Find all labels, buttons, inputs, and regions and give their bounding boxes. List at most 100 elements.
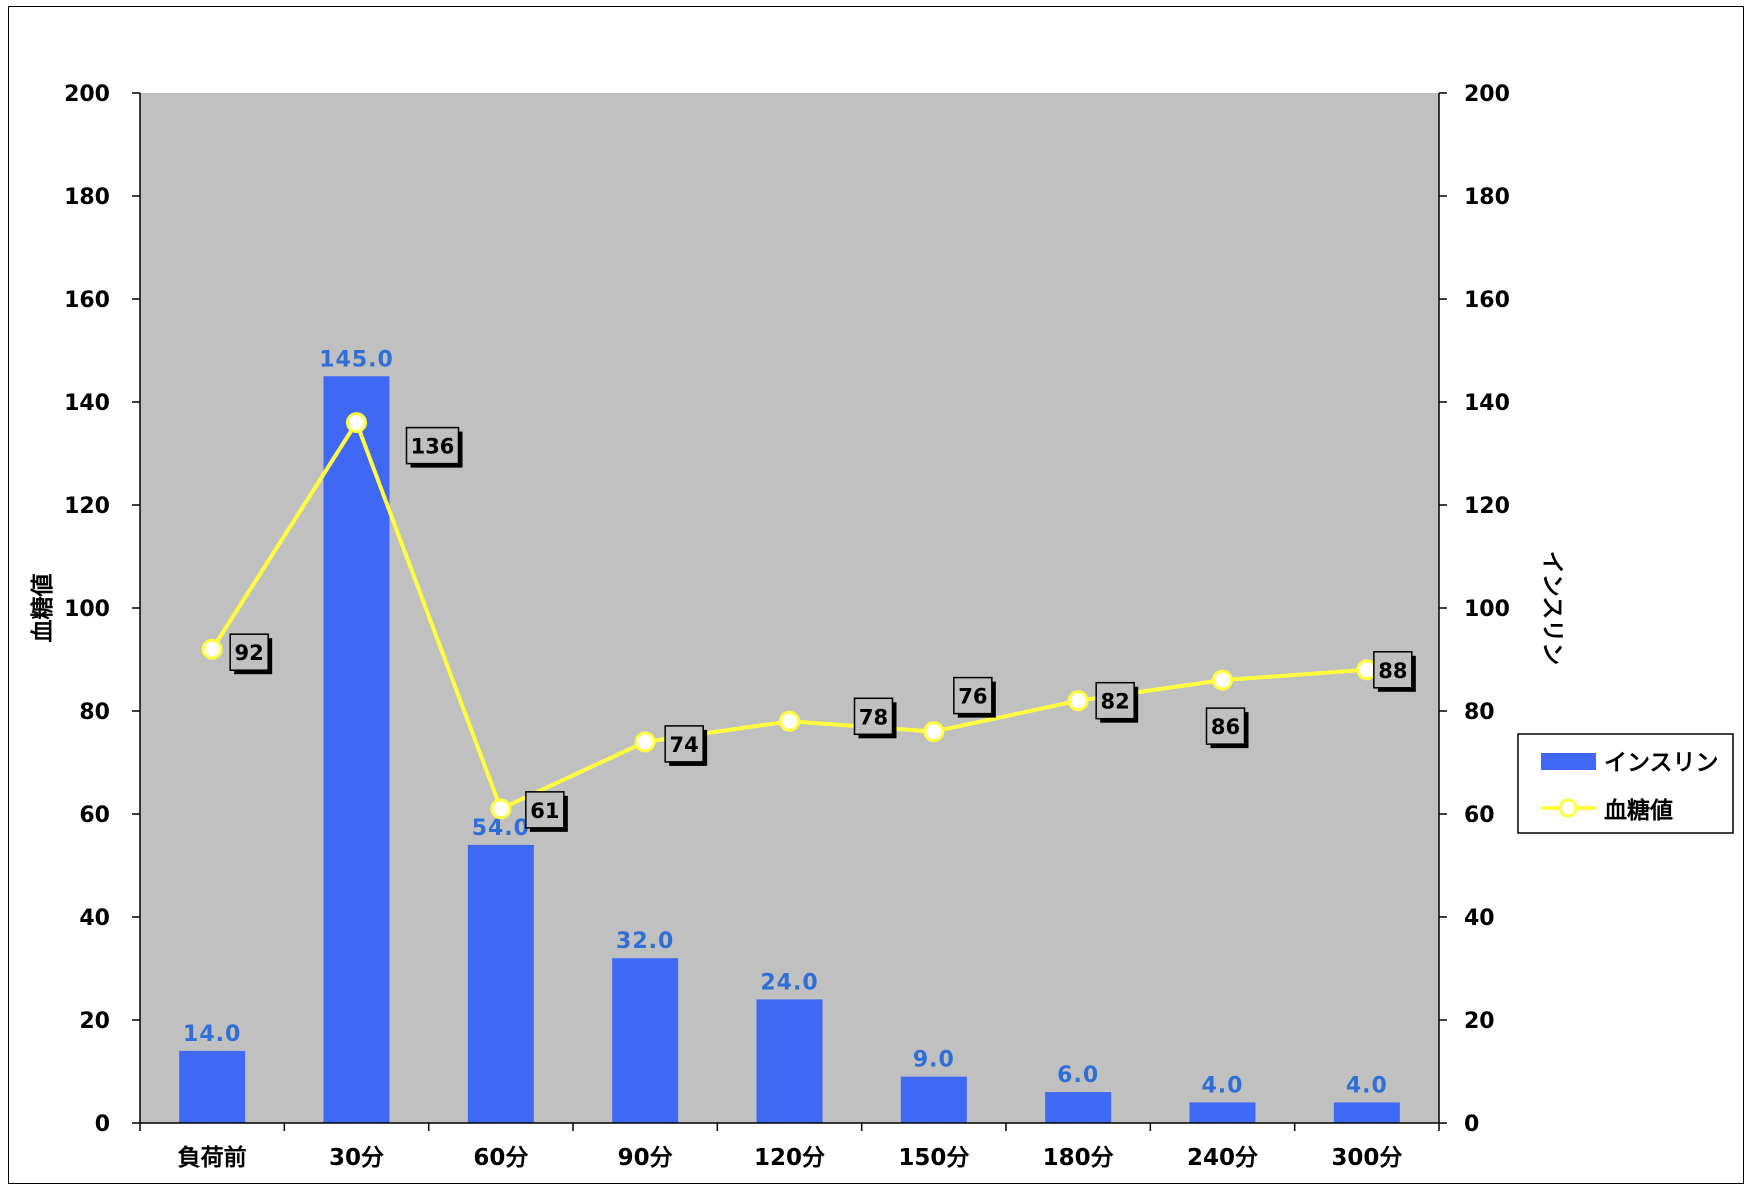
glucose-label-7: 86	[1205, 707, 1249, 749]
left-tick-label-6: 120	[64, 494, 110, 519]
legend-marker-glucose	[1558, 798, 1578, 818]
glucose-point-3	[634, 731, 656, 753]
label-text: 61	[530, 799, 559, 823]
left-tick-label-10: 200	[64, 82, 110, 107]
right-tick-label-9: 180	[1464, 185, 1510, 210]
bar-5	[900, 1076, 967, 1123]
left-tick-label-5: 100	[64, 597, 110, 622]
legend-label-glucose: 血糖値	[1604, 797, 1673, 824]
left-axis-ticks: 0 20 40 60 80 100 120 140 160 180 200	[64, 82, 140, 1137]
left-tick-label-8: 160	[64, 288, 110, 313]
category-axis-labels: 負荷前 30分 60分 90分 120分 150分 180分 240分 300分	[139, 1123, 1440, 1171]
x-tick-label-7: 240分	[1187, 1145, 1258, 1171]
glucose-label-0: 92	[229, 633, 273, 675]
left-tick-label-2: 40	[79, 906, 110, 931]
label-box	[1095, 681, 1135, 720]
left-axis-title: 血糖値	[29, 574, 56, 643]
legend-box	[1517, 733, 1734, 834]
glucose-point-5	[923, 721, 945, 743]
bar-2	[467, 844, 534, 1123]
label-box	[953, 676, 993, 715]
right-tick-label-2: 40	[1464, 906, 1495, 931]
label-text: 82	[1101, 690, 1130, 714]
glucose-point-7	[1212, 669, 1233, 691]
label-box	[664, 725, 704, 763]
x-tick-label-0: 負荷前	[178, 1144, 247, 1171]
bar-label-3: 32.0	[616, 929, 674, 954]
left-tick-label-9: 180	[64, 185, 110, 210]
glucose-label-2: 61	[525, 791, 568, 832]
x-tick-label-6: 180分	[1043, 1145, 1114, 1171]
right-tick-label-7: 140	[1464, 391, 1510, 416]
label-text: 74	[670, 733, 699, 757]
legend: インスリン 血糖値	[1517, 733, 1734, 834]
right-axis-title: インスリン	[1539, 551, 1565, 666]
bar-label-1: 145.0	[319, 347, 394, 372]
bar-label-2: 54.0	[472, 816, 530, 841]
left-tick-label-4: 80	[79, 700, 110, 725]
glucose-point-1	[346, 412, 367, 434]
left-tick-label-1: 20	[79, 1009, 110, 1034]
x-tick-label-3: 90分	[618, 1145, 673, 1171]
bar-series-insulin	[179, 376, 1400, 1123]
label-box	[853, 697, 894, 736]
glucose-point-4	[779, 710, 800, 732]
bar-6	[1045, 1092, 1112, 1123]
label-text: 88	[1378, 659, 1407, 683]
bar-label-0: 14.0	[183, 1022, 241, 1047]
label-box	[1373, 651, 1413, 689]
glucose-label-1: 136	[405, 426, 463, 468]
right-tick-label-10: 200	[1464, 82, 1510, 107]
label-box	[405, 426, 460, 465]
left-tick-label-3: 60	[79, 803, 110, 828]
x-tick-label-4: 120分	[754, 1145, 825, 1171]
bar-label-8: 4.0	[1346, 1073, 1388, 1098]
bar-label-5: 9.0	[913, 1048, 955, 1073]
left-tick-label-0: 0	[95, 1112, 110, 1137]
right-tick-label-0: 0	[1464, 1112, 1479, 1137]
legend-label-insulin: インスリン	[1604, 750, 1719, 776]
line-series-glucose	[201, 412, 1378, 820]
bar-label-6: 6.0	[1057, 1063, 1099, 1088]
line-data-labels: 92 136 61 74 78 76 82 86 88	[229, 426, 1416, 832]
glucose-point-6	[1067, 690, 1089, 712]
glucose-label-8: 88	[1373, 651, 1416, 692]
label-text: 76	[958, 685, 987, 709]
label-text: 78	[859, 705, 888, 729]
label-box	[1205, 707, 1246, 745]
legend-swatch-insulin	[1541, 753, 1596, 770]
bar-3	[612, 958, 679, 1123]
glucose-label-5: 76	[953, 676, 996, 718]
right-axis-ticks: 0 20 40 60 80 100 120 140 160 180 200	[1439, 82, 1510, 1137]
right-tick-label-4: 80	[1464, 700, 1495, 725]
label-box	[525, 791, 565, 829]
label-text: 86	[1211, 715, 1240, 739]
glucose-label-3: 74	[664, 725, 708, 766]
right-tick-label-8: 160	[1464, 288, 1510, 313]
right-tick-label-1: 20	[1464, 1009, 1495, 1034]
bar-0	[179, 1050, 246, 1123]
bar-label-4: 24.0	[760, 970, 818, 995]
x-tick-label-8: 300分	[1331, 1145, 1402, 1171]
label-text: 136	[411, 435, 455, 459]
x-tick-label-5: 150分	[898, 1145, 969, 1171]
label-text: 92	[235, 641, 264, 665]
glucose-point-0	[201, 638, 223, 660]
bar-1	[323, 376, 390, 1123]
glucose-label-4: 78	[853, 697, 897, 739]
bar-4	[756, 999, 823, 1123]
glucose-label-6: 82	[1095, 681, 1139, 723]
bar-7	[1189, 1102, 1256, 1123]
left-tick-label-7: 140	[64, 391, 110, 416]
bar-8	[1333, 1102, 1400, 1123]
x-tick-label-1: 30分	[329, 1145, 384, 1171]
glucose-point-2	[490, 798, 512, 820]
right-tick-label-5: 100	[1464, 597, 1510, 622]
bar-label-7: 4.0	[1202, 1073, 1244, 1098]
bar-data-labels: 14.0 145.0 54.0 32.0 24.0 9.0 6.0 4.0 4.0	[183, 347, 1388, 1098]
right-tick-label-6: 120	[1464, 494, 1510, 519]
x-tick-label-2: 60分	[473, 1145, 528, 1171]
label-box	[229, 633, 269, 671]
right-tick-label-3: 60	[1464, 803, 1495, 828]
